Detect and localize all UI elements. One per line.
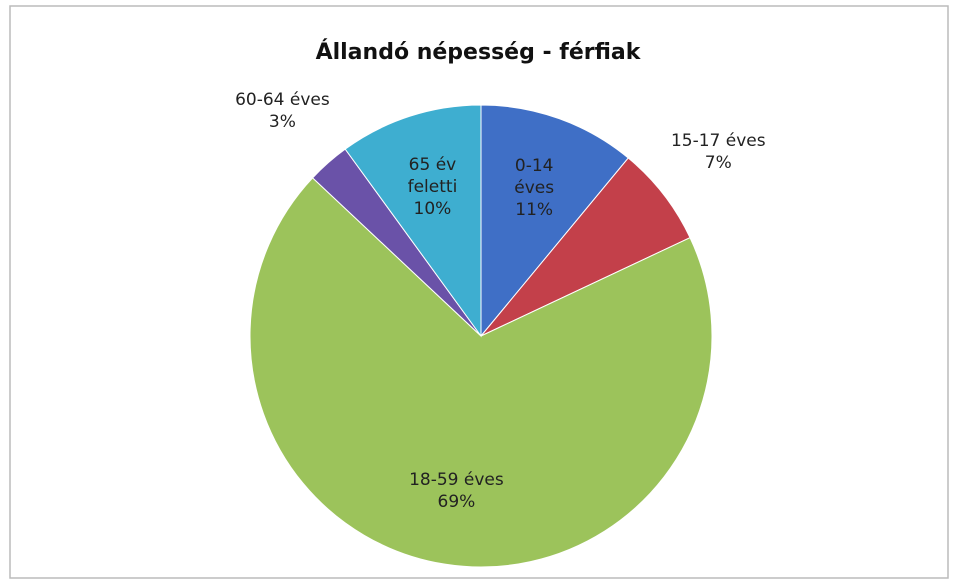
category-label: 15-17 éves bbox=[670, 130, 766, 151]
pie-slice bbox=[344, 104, 482, 338]
category-label: 60-64 éves bbox=[235, 89, 330, 110]
pie-slice bbox=[480, 104, 629, 338]
category-label: 0-14 éves bbox=[514, 156, 555, 199]
pie-slice bbox=[480, 157, 691, 337]
category-label: 18-59 éves bbox=[409, 470, 504, 491]
data-label: 60-64 éves 3% bbox=[235, 89, 330, 133]
data-label: 0-14 éves 11% bbox=[499, 155, 569, 221]
data-label: 15-17 éves 7% bbox=[671, 130, 766, 174]
data-label: 18-59 éves 69% bbox=[409, 469, 504, 513]
value-label: 10% bbox=[413, 198, 452, 219]
value-label: 3% bbox=[268, 111, 296, 132]
data-label: 65 év feletti 10% bbox=[397, 154, 467, 220]
value-label: 7% bbox=[704, 152, 732, 173]
pie-slice bbox=[249, 177, 713, 568]
value-label: 11% bbox=[515, 200, 554, 221]
value-label: 69% bbox=[437, 492, 476, 513]
chart-title: Állandó népesség - férfiak bbox=[315, 40, 641, 65]
category-label: 65 év feletti bbox=[407, 154, 458, 197]
